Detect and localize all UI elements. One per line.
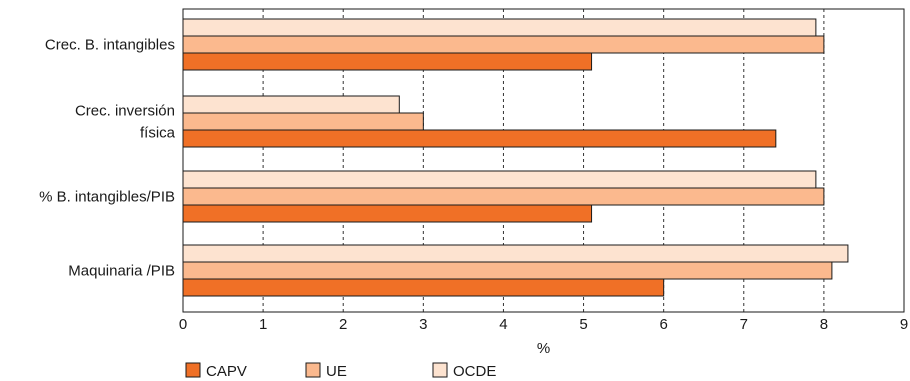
x-tick-label: 6 bbox=[659, 316, 667, 333]
x-tick-label: 9 bbox=[900, 316, 908, 333]
bars bbox=[182, 18, 849, 297]
bar-ocde-0 bbox=[182, 18, 817, 37]
x-tick-label: 1 bbox=[259, 316, 267, 333]
x-axis: 0 1 2 3 4 5 6 7 8 9 bbox=[179, 316, 908, 333]
bar-ue-3 bbox=[182, 261, 833, 280]
bar-capv-2 bbox=[182, 204, 593, 223]
legend-swatch-ocde bbox=[432, 362, 448, 378]
x-tick-label: 3 bbox=[419, 316, 427, 333]
x-tick-label: 5 bbox=[579, 316, 587, 333]
bar-ocde-1 bbox=[182, 95, 400, 114]
bar-ue-0 bbox=[182, 35, 825, 54]
bar-ocde-3 bbox=[182, 244, 849, 263]
category-label: Crec. B. intangibles bbox=[45, 37, 175, 54]
legend-label-ocde: OCDE bbox=[453, 363, 496, 380]
legend-label-capv: CAPV bbox=[206, 363, 247, 380]
x-tick-label: 2 bbox=[339, 316, 347, 333]
bar-ue-2 bbox=[182, 187, 825, 206]
x-tick-label: 0 bbox=[179, 316, 187, 333]
x-tick-label: 7 bbox=[740, 316, 748, 333]
category-label: % B. intangibles/PIB bbox=[39, 189, 175, 206]
legend-swatch-ue bbox=[305, 362, 321, 378]
bar-ue-1 bbox=[182, 112, 424, 131]
x-tick-label: 8 bbox=[820, 316, 828, 333]
category-label: física bbox=[140, 125, 176, 142]
bar-capv-1 bbox=[182, 129, 777, 148]
legend-swatch-capv bbox=[185, 362, 201, 378]
plot-frame bbox=[182, 8, 905, 313]
bar-capv-3 bbox=[182, 278, 665, 297]
bar-ocde-2 bbox=[182, 170, 817, 189]
y-axis: Crec. B. intangibles Crec. inversión físic… bbox=[39, 37, 176, 280]
category-label: Maquinaria /PIB bbox=[68, 263, 175, 280]
bar-capv-0 bbox=[182, 52, 593, 71]
legend-label-ue: UE bbox=[326, 363, 347, 380]
legend: CAPV UE OCDE bbox=[185, 362, 496, 380]
x-tick-label: 4 bbox=[499, 316, 507, 333]
x-axis-title: % bbox=[537, 340, 550, 357]
category-label: Crec. inversión bbox=[75, 103, 175, 120]
